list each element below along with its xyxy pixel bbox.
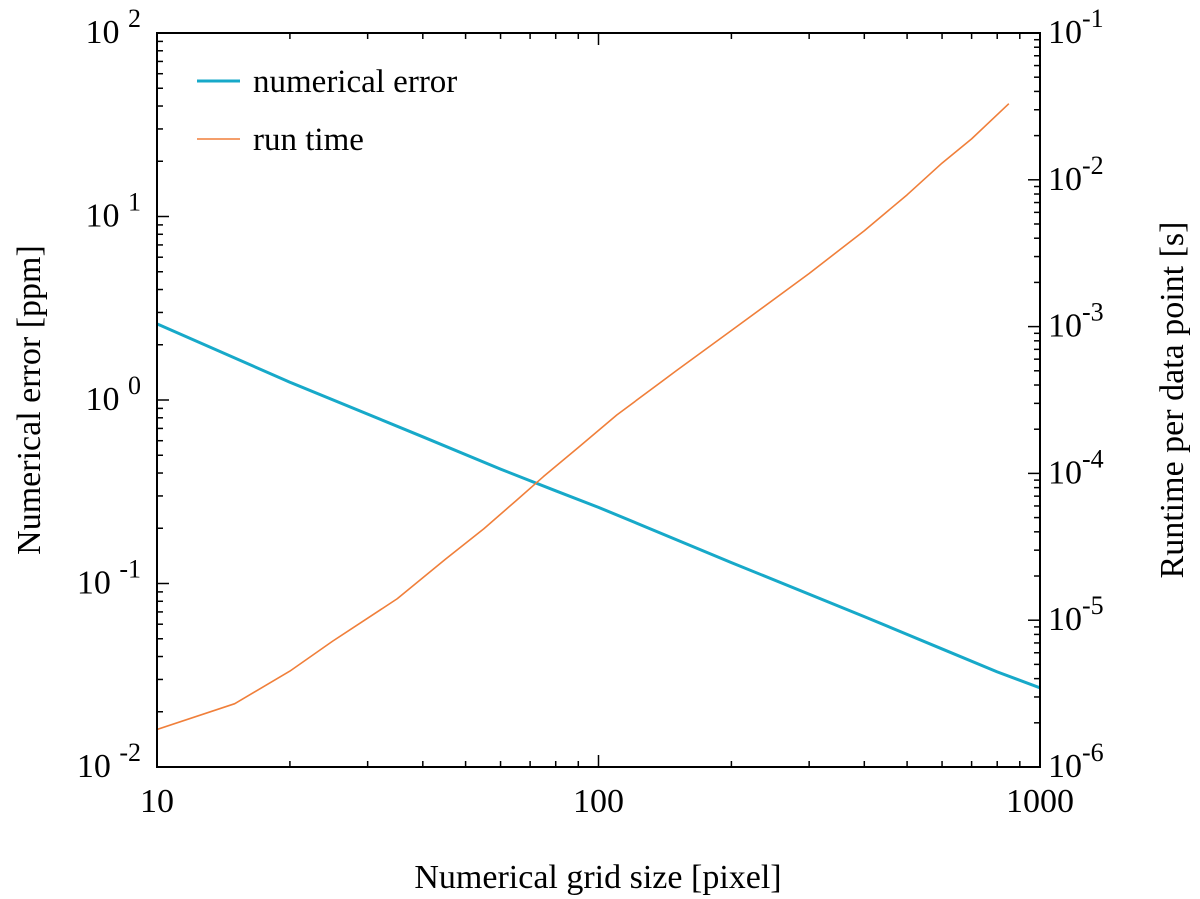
series-layer bbox=[157, 103, 1040, 731]
series-line-numerical-error bbox=[157, 322, 1040, 690]
y-right-tick-label: 10-1 bbox=[1048, 4, 1104, 51]
series-line-run-time bbox=[157, 103, 1010, 731]
y-right-tick-label: 10-5 bbox=[1048, 591, 1104, 638]
x-axis-title: Numerical grid size [pixel] bbox=[414, 859, 781, 896]
y-left-tick-label: 10 -1 bbox=[77, 555, 141, 602]
x-tick-label: 1000 bbox=[1006, 783, 1074, 820]
y-left-tick-label: 10 -2 bbox=[77, 738, 141, 785]
x-tick-label: 10 bbox=[140, 783, 174, 820]
plot-frame bbox=[156, 32, 1041, 768]
y-left-tick-label: 10 1 bbox=[86, 188, 142, 235]
legend: numerical error run time bbox=[197, 64, 457, 158]
x-tick-label: 100 bbox=[573, 783, 624, 820]
y-right-axis-title: Runtime per data point [s] bbox=[1154, 222, 1191, 579]
legend-label-run-time: run time bbox=[253, 122, 364, 158]
y-right-tick-label: 10-2 bbox=[1048, 151, 1104, 198]
y-left-tick-label: 10 2 bbox=[86, 4, 142, 51]
y-left-tick-label: 10 0 bbox=[86, 371, 142, 418]
y-left-axis-title: Numerical error [ppm] bbox=[11, 245, 48, 555]
legend-label-numerical-error: numerical error bbox=[253, 64, 457, 100]
y-right-tick-label: 10-6 bbox=[1048, 738, 1104, 785]
labels-layer: 10 100 1000 10 2 10 1 10 0 10 -1 10 -2 10-1 10-2 1… bbox=[77, 4, 1104, 820]
y-right-tick-label: 10-4 bbox=[1048, 444, 1104, 491]
y-right-tick-label: 10-3 bbox=[1048, 298, 1104, 345]
